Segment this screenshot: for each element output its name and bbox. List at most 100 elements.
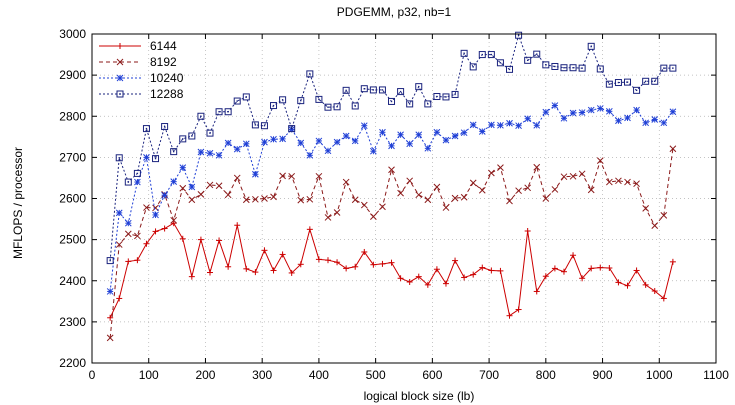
marker-stroke xyxy=(442,136,450,144)
data-point xyxy=(106,334,114,342)
data-point xyxy=(460,129,468,137)
marker-dot xyxy=(354,105,356,107)
data-point xyxy=(179,164,187,172)
marker-stroke xyxy=(451,132,459,140)
data-point xyxy=(406,140,414,148)
data-point xyxy=(124,219,132,227)
marker-box xyxy=(569,64,577,72)
y-tick-label: 2900 xyxy=(59,68,86,82)
data-point xyxy=(442,280,449,287)
data-point xyxy=(497,121,504,129)
data-point xyxy=(551,186,559,193)
data-point xyxy=(288,172,296,180)
legend-item-8192: 8192 xyxy=(99,55,177,69)
data-point xyxy=(388,142,395,150)
data-point xyxy=(533,121,541,129)
data-point xyxy=(660,295,667,302)
data-point xyxy=(143,204,150,211)
marker-box xyxy=(333,103,341,111)
marker-stroke xyxy=(152,211,159,219)
marker-stroke xyxy=(242,196,250,204)
y-tick-label: 2800 xyxy=(59,109,86,123)
marker-stroke xyxy=(578,170,586,178)
data-point xyxy=(388,166,395,174)
marker-stroke xyxy=(379,128,386,136)
data-point xyxy=(624,282,631,289)
data-point xyxy=(479,264,486,271)
data-point xyxy=(551,102,559,109)
data-point xyxy=(342,86,350,94)
data-point xyxy=(360,85,368,93)
marker-box xyxy=(624,78,632,86)
data-point xyxy=(143,154,150,161)
data-point xyxy=(406,278,413,285)
data-point xyxy=(542,61,550,69)
marker-stroke xyxy=(124,219,132,227)
marker-dot xyxy=(481,53,483,56)
data-point xyxy=(605,80,613,88)
data-point xyxy=(633,106,640,114)
marker-box xyxy=(161,123,169,131)
data-point xyxy=(134,257,141,264)
marker-stroke xyxy=(569,172,577,180)
marker-dot xyxy=(163,125,166,128)
legend-marker xyxy=(116,90,124,98)
data-point xyxy=(533,163,541,171)
marker-stroke xyxy=(233,174,241,182)
marker-stroke xyxy=(587,186,595,194)
marker-stroke xyxy=(206,149,214,157)
data-point xyxy=(614,79,622,87)
marker-dot xyxy=(617,81,620,84)
data-point xyxy=(106,257,114,265)
data-point xyxy=(633,86,641,94)
data-point xyxy=(533,288,540,295)
legend-marker xyxy=(116,74,124,82)
marker-box xyxy=(614,79,622,87)
x-tick-label: 1000 xyxy=(646,368,673,382)
marker-stroke xyxy=(270,193,277,201)
marker-box xyxy=(152,155,160,163)
data-point xyxy=(233,97,241,105)
data-point xyxy=(152,155,160,163)
data-point xyxy=(424,100,432,108)
marker-stroke xyxy=(651,222,659,229)
marker-stroke xyxy=(669,145,677,153)
marker-box xyxy=(170,148,178,156)
marker-dot xyxy=(236,100,238,102)
marker-stroke xyxy=(116,58,124,66)
marker-stroke xyxy=(233,145,241,153)
marker-box xyxy=(496,59,504,67)
marker-dot xyxy=(336,106,338,108)
marker-dot xyxy=(672,67,674,69)
data-point xyxy=(261,247,268,254)
legend-label: 6144 xyxy=(150,39,177,53)
data-point xyxy=(352,263,359,270)
marker-box xyxy=(279,96,287,104)
marker-stroke xyxy=(179,164,187,172)
y-tick-label: 2300 xyxy=(59,315,86,329)
marker-dot xyxy=(345,89,347,92)
data-point xyxy=(442,204,450,211)
marker-box xyxy=(669,64,677,72)
data-point xyxy=(342,178,350,186)
data-point xyxy=(134,232,141,240)
marker-stroke xyxy=(115,209,123,217)
data-point xyxy=(197,148,205,156)
marker-dot xyxy=(427,103,429,105)
data-point xyxy=(633,267,640,274)
data-point xyxy=(388,259,395,266)
marker-dot xyxy=(272,104,275,107)
data-point xyxy=(197,236,204,243)
data-point xyxy=(460,193,468,201)
marker-stroke xyxy=(333,138,341,146)
marker-stroke xyxy=(252,170,259,178)
data-point xyxy=(651,77,659,85)
marker-dot xyxy=(445,96,447,98)
y-tick-label: 3000 xyxy=(59,27,86,41)
data-point xyxy=(669,258,676,265)
marker-box xyxy=(542,61,550,69)
data-point xyxy=(424,281,431,288)
marker-stroke xyxy=(333,209,341,216)
marker-box xyxy=(515,31,523,39)
